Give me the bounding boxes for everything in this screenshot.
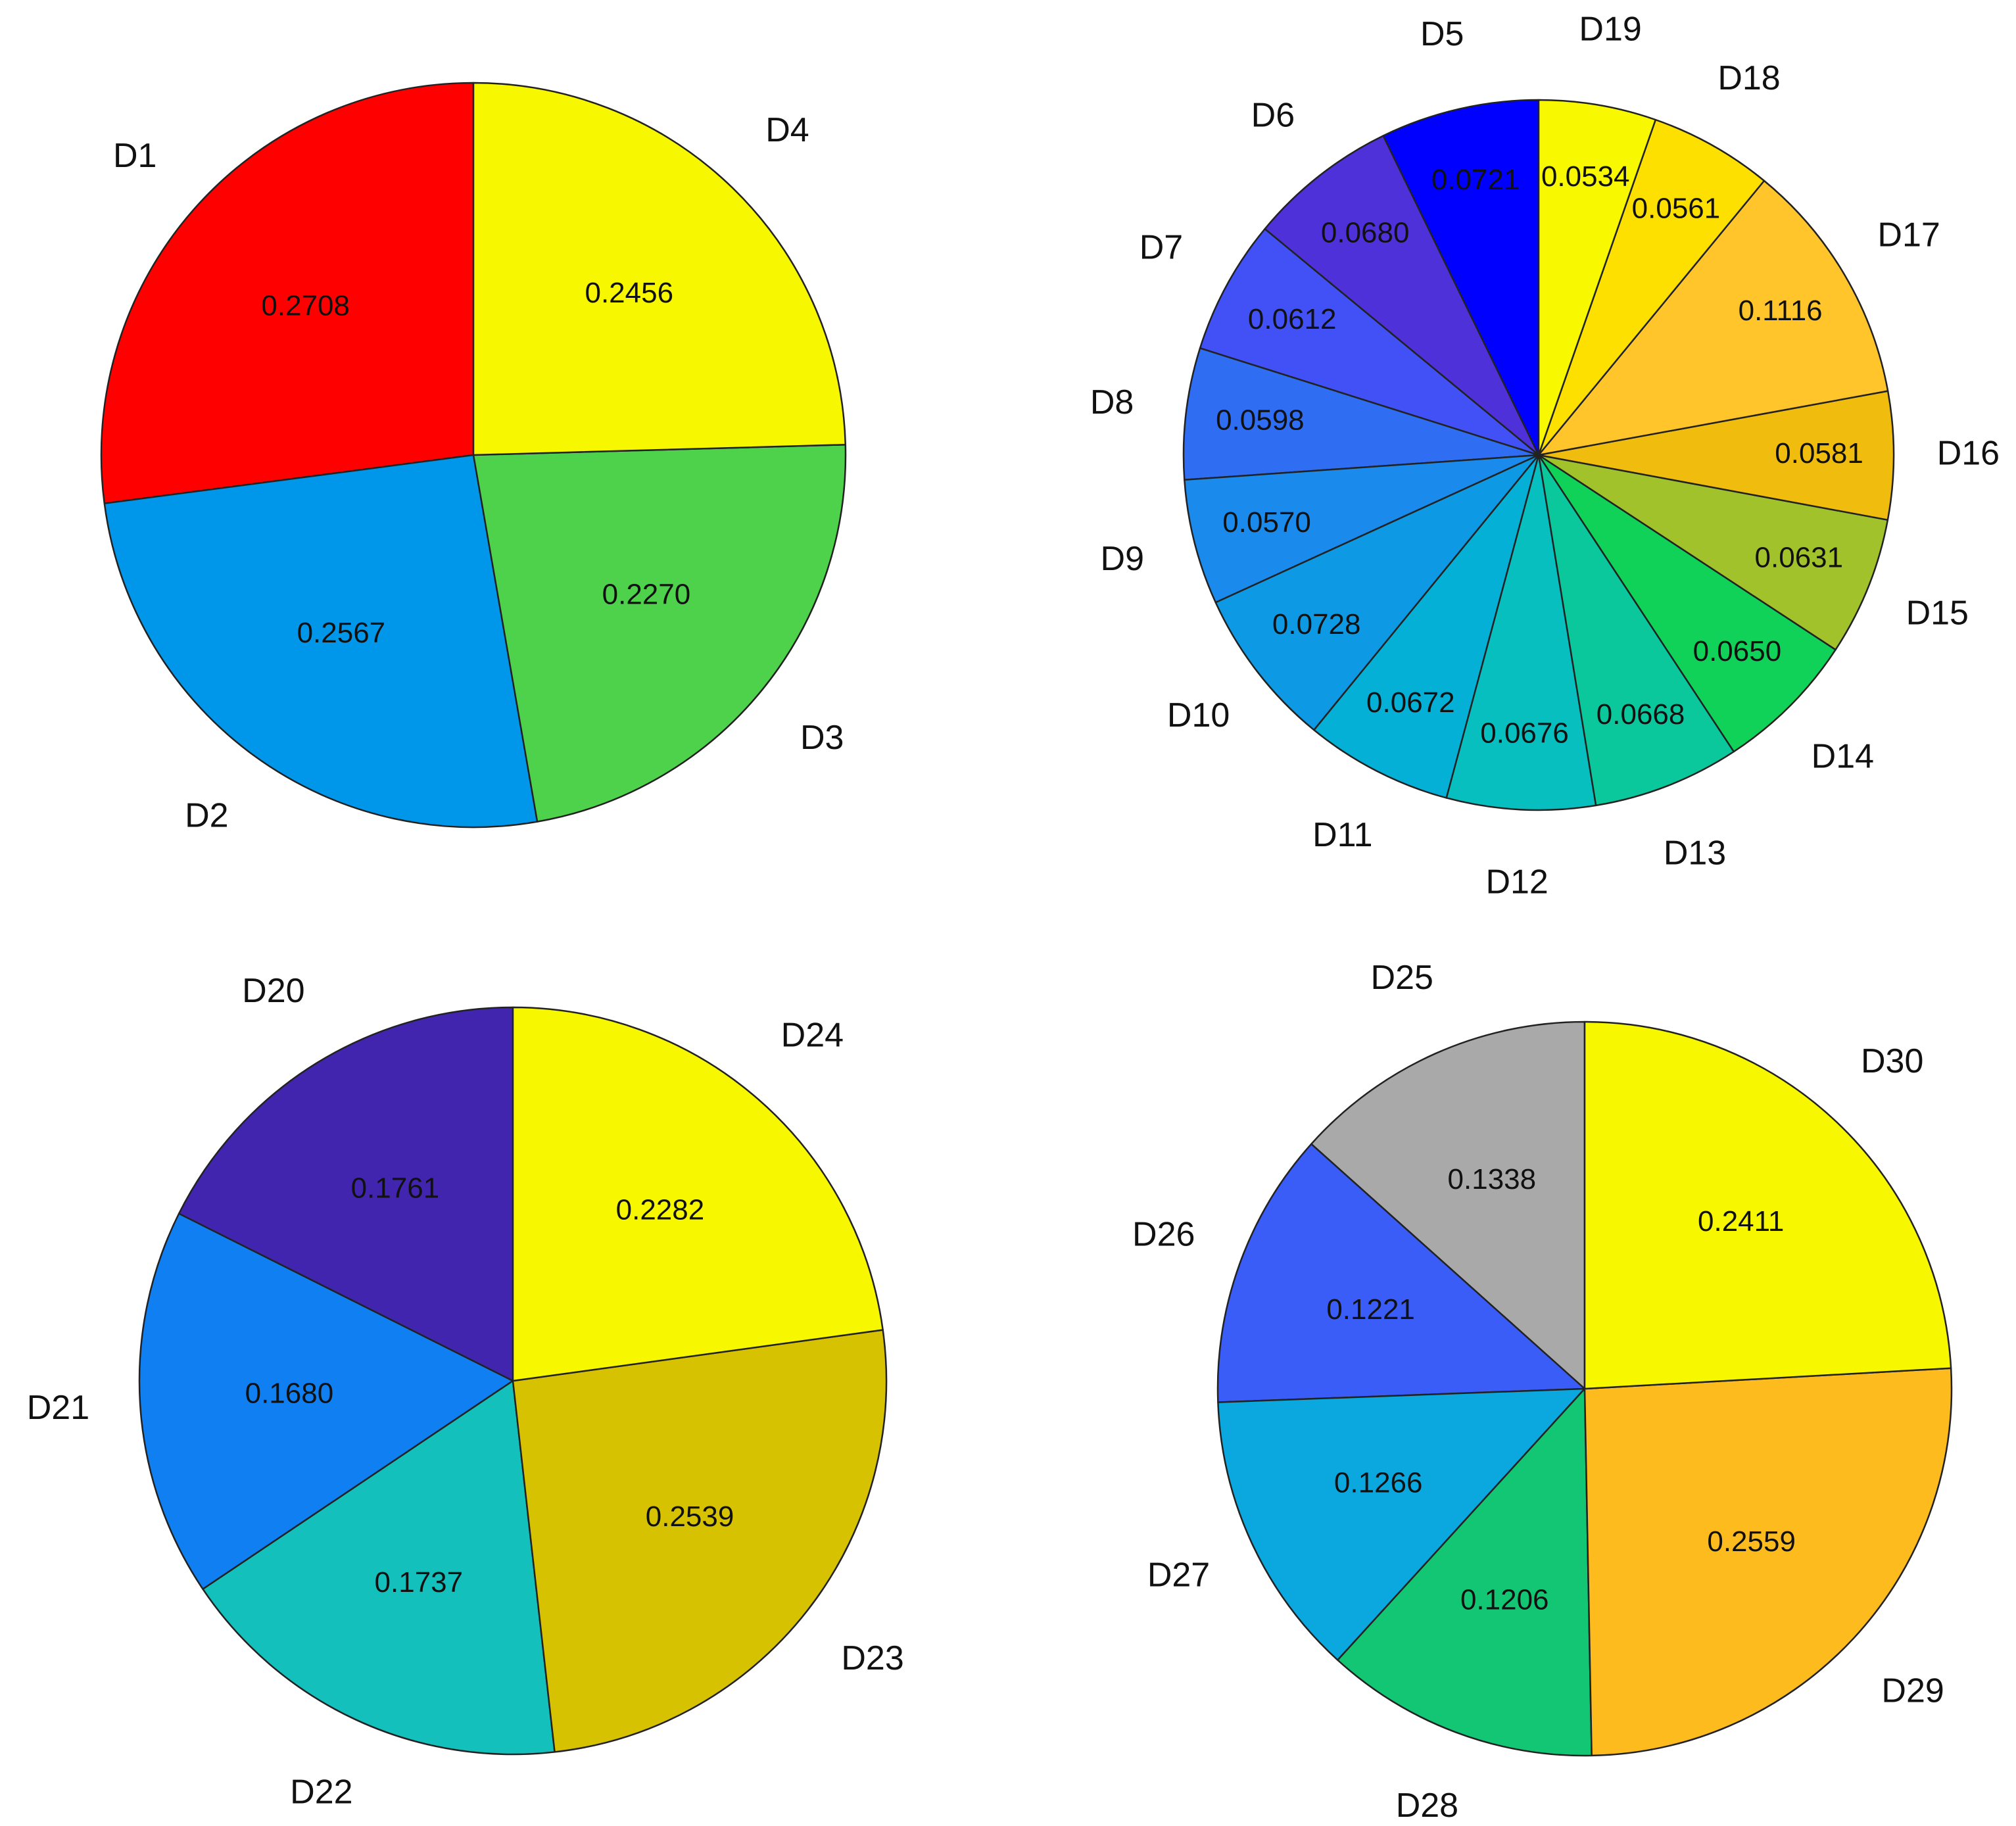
- slice-value-label: 0.0534: [1541, 160, 1630, 193]
- slice-value-label: 0.1116: [1739, 295, 1823, 327]
- pie-chart-1: 0.2708 D1 0.2567 D2 0.2270 D3 0.2456 D4: [100, 82, 847, 835]
- pie-slice-d27: [1217, 1387, 1586, 1661]
- slice-value-label: 0.1737: [375, 1566, 464, 1598]
- slice-value-label: 0.1761: [351, 1172, 440, 1205]
- slice-name-label: D7: [1140, 229, 1183, 267]
- slice-name-label: D9: [1101, 540, 1144, 578]
- pie-slice-d19: [1537, 99, 1657, 456]
- slice-value-label: 0.1221: [1326, 1293, 1415, 1326]
- slice-value-label: 0.0672: [1366, 686, 1455, 719]
- slice-value-label: 0.0570: [1222, 506, 1311, 539]
- slice-name-label: D10: [1167, 696, 1230, 734]
- slice-name-label: D1: [113, 137, 156, 175]
- pie-chart-4: 0.1338 D25 0.1221 D26 0.1266 D27 0.1206 D28 0.25…: [1132, 959, 1953, 1825]
- slice-name-label: D2: [185, 797, 228, 835]
- pie-slice-d2: [103, 454, 539, 829]
- pie-slice-d17: [1537, 180, 1889, 456]
- pie-slice-d7: [1199, 228, 1540, 456]
- slice-name-label: D16: [1937, 435, 2000, 473]
- pie-slice-d11: [1313, 454, 1540, 799]
- slice-name-label: D29: [1881, 1672, 1944, 1710]
- pie-slice-d18: [1537, 118, 1765, 456]
- slice-name-label: D24: [781, 1016, 844, 1054]
- slice-value-label: 0.1680: [245, 1377, 334, 1409]
- slice-value-label: 0.2411: [1698, 1205, 1784, 1237]
- slice-value-label: 0.0668: [1596, 698, 1685, 731]
- slice-value-label: 0.2456: [585, 277, 673, 309]
- slice-value-label: 0.2270: [602, 579, 691, 611]
- slice-name-label: D13: [1664, 834, 1726, 872]
- slice-value-label: 0.1338: [1448, 1163, 1537, 1195]
- slice-name-label: D18: [1717, 59, 1780, 97]
- pie-chart-2: 0.0721 D5 0.0680 D6 0.0612 D7 0.0598 D8 0.0570 D9…: [1090, 11, 2000, 901]
- pie-slice-d10: [1214, 454, 1540, 731]
- pie-slice-d26: [1216, 1143, 1586, 1403]
- pie-slice-d29: [1583, 1367, 1953, 1757]
- slice-name-label: D27: [1147, 1556, 1210, 1594]
- slice-value-label: 0.2708: [261, 290, 350, 322]
- pie-slice-d30: [1583, 1021, 1952, 1390]
- pie-slice-d14: [1537, 454, 1836, 753]
- pie-slice-d22: [202, 1380, 556, 1756]
- slice-value-label: 0.0676: [1480, 717, 1569, 750]
- slice-value-label: 0.0650: [1693, 635, 1782, 667]
- slice-name-label: D22: [290, 1773, 352, 1812]
- pie-slice-d21: [138, 1213, 514, 1590]
- slice-name-label: D4: [765, 111, 809, 149]
- pie-slice-d23: [512, 1329, 888, 1753]
- pie-slice-d6: [1264, 135, 1540, 456]
- pie-slice-d5: [1382, 99, 1540, 456]
- slice-name-label: D17: [1877, 216, 1940, 254]
- slice-name-label: D26: [1132, 1215, 1195, 1253]
- slice-name-label: D20: [242, 972, 304, 1010]
- slice-value-label: 0.0721: [1431, 164, 1520, 196]
- slice-value-label: 0.0728: [1272, 608, 1361, 640]
- pie-slice-d12: [1445, 454, 1597, 811]
- pie-slice-d25: [1310, 1021, 1586, 1390]
- slice-name-label: D3: [800, 719, 844, 757]
- slice-value-label: 0.0612: [1248, 303, 1337, 335]
- pie-slice-d20: [178, 1006, 514, 1382]
- slice-value-label: 0.0631: [1755, 542, 1844, 574]
- pie-slice-d1: [100, 82, 475, 504]
- pie-slice-d15: [1537, 454, 1889, 651]
- pie-slice-d13: [1537, 454, 1735, 807]
- slice-value-label: 0.2282: [616, 1194, 705, 1226]
- slice-value-label: 0.1206: [1460, 1583, 1549, 1616]
- slice-name-label: D5: [1420, 15, 1464, 53]
- slice-value-label: 0.0598: [1216, 404, 1305, 436]
- pie-chart-3: 0.1761 D20 0.1680 D21 0.1737 D22 0.2539 D23 0.22…: [27, 972, 904, 1811]
- slice-value-label: 0.2567: [297, 617, 386, 649]
- pie-slice-d4: [472, 82, 847, 456]
- slice-name-label: D12: [1485, 863, 1548, 901]
- slice-name-label: D11: [1312, 816, 1373, 854]
- slice-name-label: D30: [1861, 1042, 1923, 1080]
- slice-name-label: D23: [841, 1639, 903, 1677]
- pie-slice-d8: [1182, 347, 1540, 481]
- slice-name-label: D8: [1090, 383, 1134, 421]
- pie-slice-d9: [1184, 454, 1540, 604]
- slice-name-label: D6: [1251, 96, 1295, 134]
- pie-slice-d3: [472, 444, 847, 823]
- slice-value-label: 0.0561: [1632, 193, 1721, 225]
- slice-value-label: 0.2539: [646, 1501, 734, 1533]
- slice-name-label: D25: [1371, 959, 1433, 997]
- pie-slice-d24: [512, 1006, 884, 1382]
- slice-name-label: D28: [1396, 1787, 1458, 1825]
- pie-slice-d16: [1537, 390, 1895, 521]
- pie-slice-d28: [1337, 1387, 1593, 1757]
- slice-name-label: D19: [1579, 11, 1641, 49]
- slice-name-label: D14: [1812, 737, 1874, 775]
- slice-value-label: 0.1266: [1334, 1466, 1423, 1499]
- slice-name-label: D15: [1906, 594, 1969, 632]
- slice-value-label: 0.0581: [1775, 437, 1863, 469]
- slice-value-label: 0.2559: [1707, 1526, 1796, 1558]
- slice-value-label: 0.0680: [1321, 216, 1410, 249]
- slice-name-label: D21: [27, 1389, 89, 1427]
